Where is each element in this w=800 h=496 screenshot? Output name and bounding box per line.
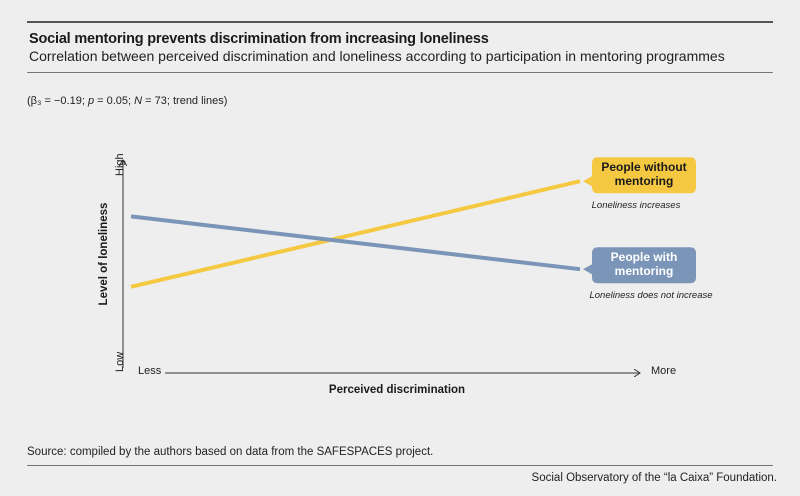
series-label-text-with-mentoring-2: mentoring — [615, 264, 674, 278]
stats-n-value: = 73; trend lines) — [142, 95, 228, 107]
bottom-rule — [27, 465, 773, 466]
chart-title: Social mentoring prevents discrimination… — [29, 31, 489, 47]
series-label-box-with-mentoring — [583, 247, 696, 284]
footer-credit: Social Observatory of the “la Caixa” Fou… — [531, 472, 777, 484]
source-note: Source: compiled by the authors based on… — [27, 446, 434, 458]
stats-n-label: N — [134, 95, 143, 107]
x-tick-less: Less — [138, 365, 162, 377]
series-line-without-mentoring — [130, 179, 581, 289]
y-tick-high: High — [114, 153, 126, 176]
y-axis-label: Level of loneliness — [98, 203, 110, 306]
series-label-text-without-mentoring-1: People without — [601, 160, 686, 174]
chart-subtitle: Correlation between perceived discrimina… — [29, 48, 725, 64]
series-label-box-without-mentoring — [583, 157, 696, 194]
stats-p-label: p — [87, 95, 95, 107]
stats-p-value: = 0.05; — [94, 95, 135, 107]
x-axis-label: Perceived discrimination — [329, 384, 465, 396]
series-note-with-mentoring: Loneliness does not increase — [589, 290, 712, 301]
series-label-text-without-mentoring-2: mentoring — [615, 174, 674, 188]
y-tick-low: Low — [114, 352, 126, 372]
stats-beta: (β₃ = −0.19; — [27, 95, 88, 107]
header-rule — [27, 72, 773, 73]
stats-note: (β₃ = −0.19; p = 0.05; N = 73; trend lin… — [27, 95, 227, 107]
series-line-with-mentoring — [130, 214, 581, 272]
top-rule — [27, 21, 773, 23]
series-label-text-with-mentoring-1: People with — [611, 250, 678, 264]
x-tick-more: More — [651, 365, 676, 377]
series-note-without-mentoring: Loneliness increases — [592, 200, 681, 211]
